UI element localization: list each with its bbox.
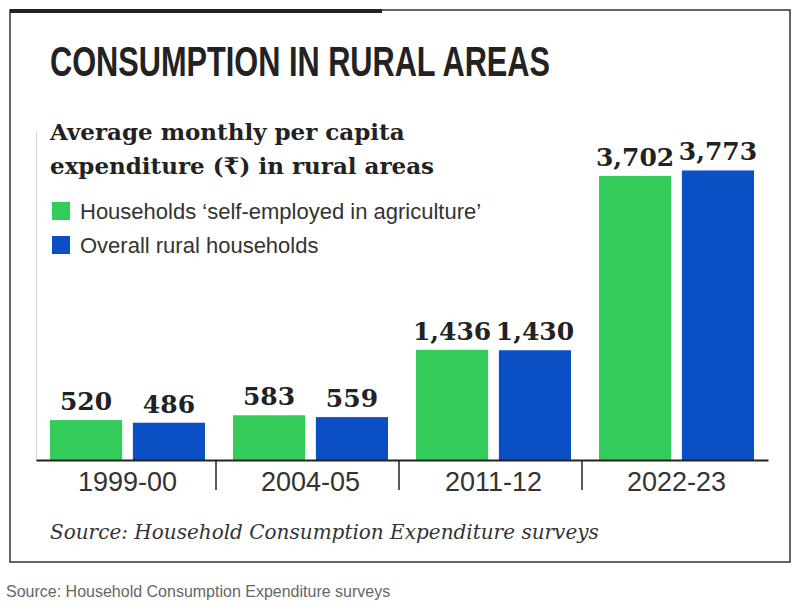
x-tick: 2011-12 [445, 460, 542, 497]
bar [499, 350, 571, 460]
x-axis: 1999-00 2004-05 2011-12 2022-23 [37, 460, 769, 497]
bar [50, 420, 122, 460]
x-tick-label: 2004-05 [261, 467, 360, 497]
data-label: 520 [60, 387, 112, 416]
bar [416, 350, 488, 460]
data-label: 3,702 [596, 143, 674, 172]
group-separator [581, 460, 583, 490]
data-label: 1,436 [413, 317, 491, 346]
x-axis-line [37, 460, 769, 462]
subtitle: expenditure (₹) in rural areas [50, 152, 434, 179]
bar [599, 176, 671, 460]
legend: Households ‘self-employed in agriculture… [52, 199, 481, 258]
bar [133, 423, 205, 460]
x-tick-label: 2011-12 [445, 467, 542, 497]
frame-top-bar [10, 9, 382, 13]
frame [10, 10, 790, 562]
caption: Source: Household Consumption Expenditur… [6, 583, 390, 600]
bars [50, 170, 754, 460]
x-tick-label: 1999-00 [78, 467, 177, 497]
data-labels: 520 583 1,436 3,702 486 559 1,430 3,773 [60, 137, 757, 418]
x-tick: 1999-00 [78, 460, 177, 497]
x-tick-label: 2022-23 [627, 467, 726, 497]
source: Source: Household Consumption Expenditur… [50, 520, 599, 544]
y-axis-line [36, 131, 37, 461]
chart: CONSUMPTION IN RURAL AREAS Average monthl… [0, 0, 801, 610]
title: CONSUMPTION IN RURAL AREAS [50, 38, 550, 85]
bar [233, 415, 305, 460]
subtitle: Average monthly per capita [49, 118, 405, 145]
group-separator [398, 460, 400, 490]
bar [682, 170, 754, 460]
data-label: 583 [243, 382, 295, 411]
x-tick: 2022-23 [627, 460, 726, 497]
legend-label: Overall rural households [80, 233, 318, 258]
group-separator [215, 460, 217, 490]
legend-swatch [52, 202, 70, 220]
data-label: 1,430 [496, 317, 574, 346]
y-axis [36, 131, 37, 461]
data-label: 3,773 [679, 137, 757, 166]
bar [316, 417, 388, 460]
x-tick: 2004-05 [261, 460, 360, 497]
legend-swatch [52, 236, 70, 254]
data-label: 559 [326, 384, 378, 413]
legend-label: Households ‘self-employed in agriculture… [80, 199, 481, 224]
data-label: 486 [143, 390, 195, 419]
